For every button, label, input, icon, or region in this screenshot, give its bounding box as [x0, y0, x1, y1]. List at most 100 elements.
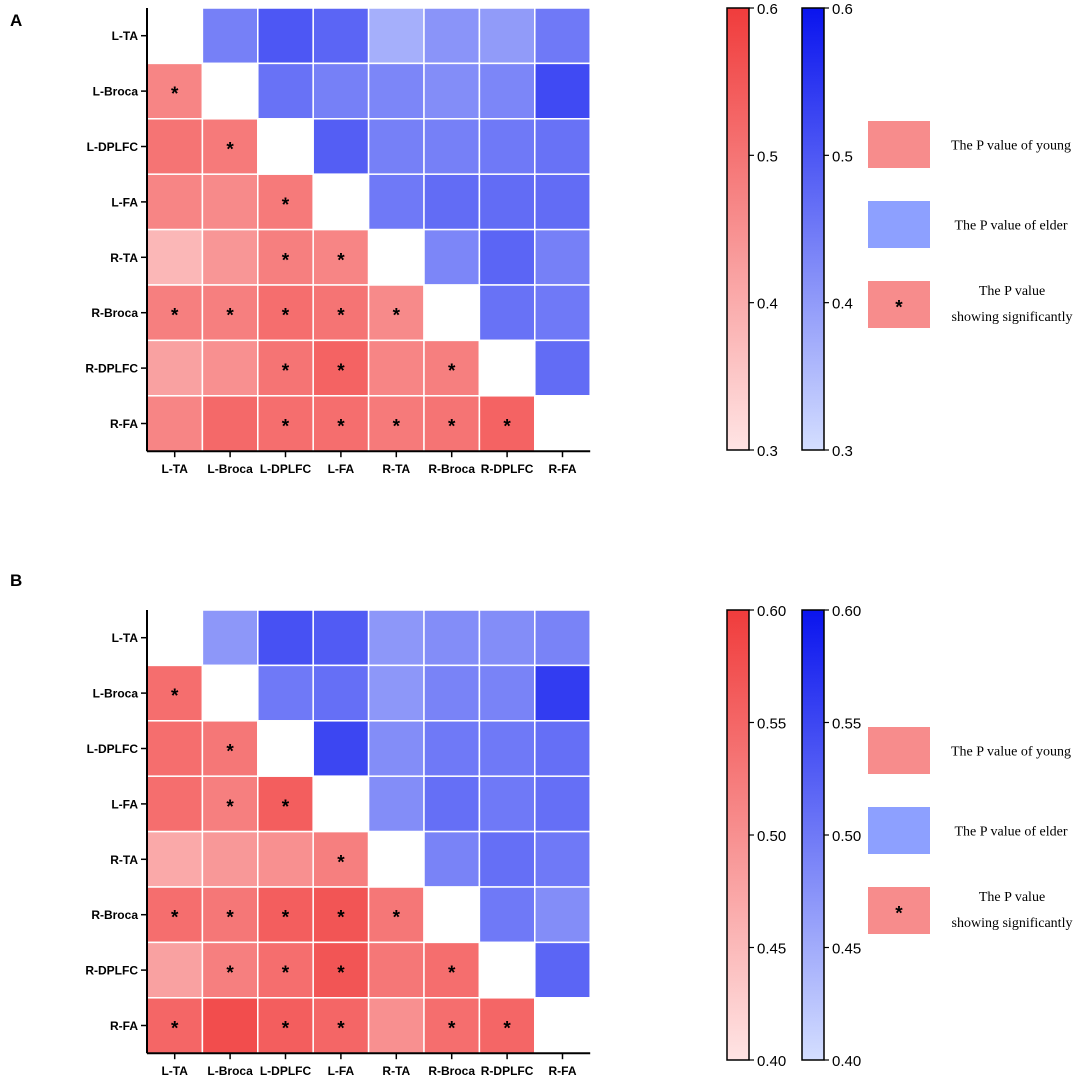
elder-cell: [478, 720, 536, 777]
young-cell: [201, 830, 259, 888]
column-label: L-FA: [328, 462, 355, 476]
young-cell: [201, 118, 259, 175]
significance-asterisk: *: [282, 908, 290, 929]
significance-asterisk: *: [337, 306, 345, 327]
column-label: L-TA: [161, 462, 188, 476]
legend-label: The P value of elder: [955, 825, 1068, 840]
elder-cell: [478, 228, 536, 286]
young-cell: [146, 228, 204, 286]
young-cell: [146, 664, 204, 722]
significance-asterisk: *: [171, 1019, 179, 1040]
young-cell: [478, 997, 536, 1054]
colorbar-tick-label: 0.6: [832, 1, 853, 18]
significance-asterisk: *: [448, 417, 456, 438]
young-cell: [423, 941, 481, 999]
row-label: L-DPLFC: [87, 140, 139, 154]
significance-asterisk: *: [226, 797, 234, 818]
legend-label-line: The P value: [979, 284, 1045, 299]
young-cell: [312, 339, 370, 397]
colorbar-tick-label: 0.6: [757, 1, 778, 18]
elder-cell: [478, 173, 536, 231]
young-cell: [146, 395, 204, 452]
legend-asterisk: *: [895, 298, 903, 319]
elder-cell: [423, 664, 481, 722]
elder-cell: [257, 7, 314, 65]
diagonal-cell: [257, 720, 314, 777]
row-label: L-TA: [112, 29, 139, 43]
young-cell: [312, 997, 370, 1054]
significance-asterisk: *: [226, 963, 234, 984]
young-cell: [146, 775, 204, 833]
significance-asterisk: *: [226, 742, 234, 763]
diagonal-cell: [201, 62, 259, 120]
significance-asterisk: *: [337, 852, 345, 873]
elder-cell: [534, 830, 591, 888]
elder-cell: [423, 830, 481, 888]
elder-cell: [534, 775, 591, 833]
elder-colorbar: [801, 609, 825, 1061]
elder-cell: [478, 886, 536, 944]
significance-asterisk: *: [503, 417, 511, 438]
elder-cell: [534, 886, 591, 944]
legend-swatch-elder: [868, 807, 930, 854]
column-label: R-Broca: [428, 462, 475, 476]
young-cell: [478, 395, 536, 452]
colorbar-tick-label: 0.45: [832, 941, 861, 958]
young-cell: [257, 395, 314, 452]
diagonal-cell: [201, 664, 259, 722]
diagonal-cell: [423, 284, 481, 342]
elder-cell: [367, 609, 425, 667]
row-label: R-TA: [110, 251, 138, 265]
elder-cell: [534, 173, 591, 231]
column-label: R-DPLFC: [481, 1064, 534, 1078]
column-label: R-TA: [382, 1064, 410, 1078]
panel-b-heatmap: B * * * * * * * * * * * * * * * * * * * L-TA L-Broca L-DPLFC L-…: [10, 571, 1072, 1078]
row-label: L-Broca: [93, 687, 139, 701]
significance-asterisk: *: [337, 417, 345, 438]
legend-label: The P value of elder: [955, 219, 1068, 234]
legend-label-line: showing significantly: [952, 310, 1073, 325]
column-label: L-Broca: [207, 462, 253, 476]
diagonal-cell: [312, 775, 370, 833]
colorbar-tick-label: 0.40: [757, 1053, 786, 1070]
young-cell: [367, 941, 425, 999]
significance-asterisk: *: [337, 361, 345, 382]
significance-asterisk: *: [282, 417, 290, 438]
elder-cell: [257, 62, 314, 120]
significance-asterisk: *: [448, 963, 456, 984]
young-cell: [146, 118, 204, 175]
colorbar-tick-label: 0.60: [832, 603, 861, 620]
colorbar-tick-label: 0.40: [832, 1053, 861, 1070]
young-cell: [367, 339, 425, 397]
young-cell: [201, 395, 259, 452]
column-label: R-TA: [382, 462, 410, 476]
colorbar-tick-label: 0.5: [757, 148, 778, 165]
elder-cell: [367, 775, 425, 833]
elder-cell: [534, 609, 591, 667]
significance-asterisk: *: [448, 361, 456, 382]
elder-cell: [312, 62, 370, 120]
significance-asterisk: *: [282, 306, 290, 327]
colorbar-tick-label: 0.4: [757, 296, 778, 313]
elder-cell: [423, 173, 481, 231]
elder-cell: [534, 7, 591, 65]
diagonal-cell: [478, 339, 536, 397]
young-cell: [201, 720, 259, 777]
young-cell: [146, 173, 204, 231]
colorbar-tick-label: 0.55: [757, 716, 786, 733]
elder-cell: [478, 664, 536, 722]
row-label: R-DPLFC: [85, 964, 138, 978]
elder-cell: [423, 609, 481, 667]
row-label: L-Broca: [93, 85, 139, 99]
row-label: R-Broca: [91, 908, 138, 922]
elder-cell: [312, 609, 370, 667]
legend-label: The P value of young: [951, 745, 1071, 760]
young-cell: [146, 339, 204, 397]
young-cell: [146, 830, 204, 888]
row-label: L-DPLFC: [87, 742, 139, 756]
elder-cell: [423, 228, 481, 286]
significance-asterisk: *: [282, 195, 290, 216]
young-cell: [201, 886, 259, 944]
elder-cell: [478, 775, 536, 833]
